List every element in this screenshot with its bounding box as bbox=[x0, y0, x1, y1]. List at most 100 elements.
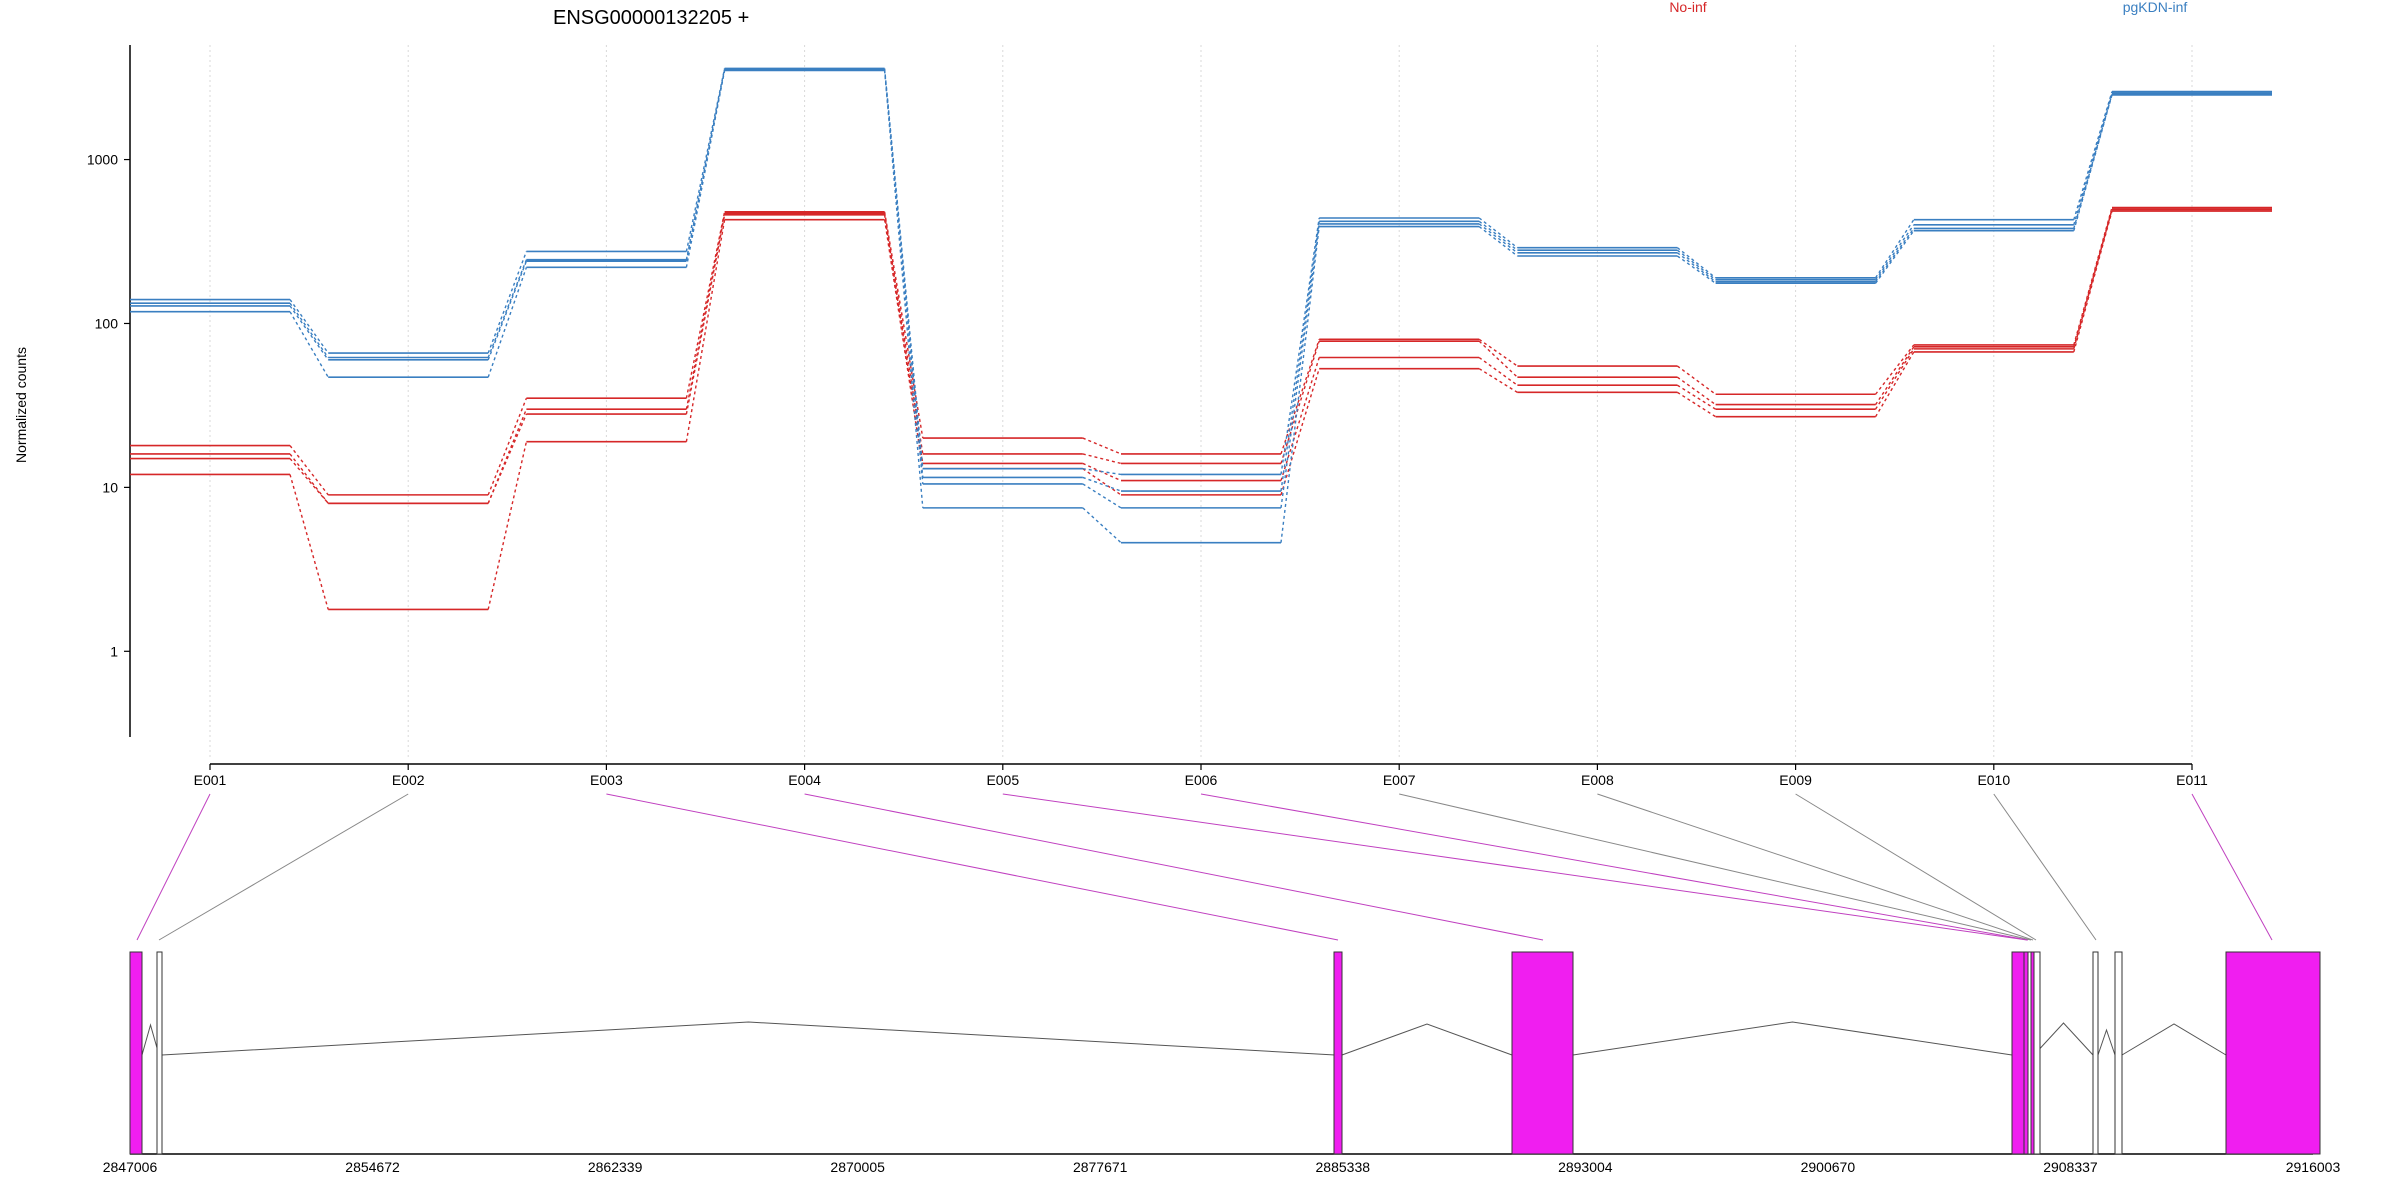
exon-block-3 bbox=[1333, 951, 1343, 1155]
x-tick-label-e007: E007 bbox=[1383, 772, 1416, 788]
series-no-inf-sample-3-join bbox=[487, 413, 528, 504]
series-no-inf-sample-3-join bbox=[685, 214, 726, 415]
series-pgkdn-inf-sample-1-join bbox=[685, 68, 726, 252]
exon-block-2 bbox=[156, 951, 163, 1155]
series-no-inf-sample-4-join bbox=[1677, 391, 1716, 418]
x-tick-label-e009: E009 bbox=[1779, 772, 1812, 788]
series-no-inf-sample-1-join bbox=[1875, 344, 1915, 395]
series-pgkdn-inf-sample-3-join bbox=[1478, 223, 1518, 254]
x-tick-label-e011: E011 bbox=[2176, 772, 2208, 788]
y-tick-label: 10 bbox=[102, 479, 118, 495]
series-pgkdn-inf-sample-3-join bbox=[1676, 252, 1717, 283]
series-lines bbox=[130, 67, 2272, 611]
series-no-inf-sample-1-join bbox=[1478, 338, 1518, 367]
exon-block-4 bbox=[1511, 951, 1574, 1155]
series-pgkdn-inf-sample-1-join bbox=[2073, 91, 2113, 220]
series-no-inf-sample-2-join bbox=[1875, 346, 1915, 405]
series-pgkdn-inf-sample-4-join bbox=[1478, 226, 1518, 257]
series-pgkdn-inf-sample-2-join bbox=[1478, 220, 1518, 251]
exon-block-11 bbox=[2225, 951, 2321, 1155]
connector-e001 bbox=[136, 793, 211, 941]
exon-block-10 bbox=[2114, 951, 2123, 1155]
series-no-inf-sample-4-join bbox=[289, 474, 329, 610]
gene-model bbox=[129, 951, 2321, 1155]
series-pgkdn-inf-sample-2-join bbox=[289, 302, 329, 358]
series-pgkdn-inf-sample-2-join bbox=[1875, 224, 1915, 281]
series-pgkdn-inf-sample-1-join bbox=[1478, 217, 1518, 249]
series-no-inf-sample-3-join bbox=[289, 458, 329, 504]
y-tick-label: 1 bbox=[110, 643, 118, 659]
series-no-inf-sample-4-join bbox=[1874, 351, 1915, 418]
exon-connectors bbox=[136, 793, 2273, 941]
series-no-inf-sample-3-join bbox=[1875, 348, 1915, 410]
intron-connector bbox=[1572, 1021, 2013, 1056]
genomic-tick-label: 2870005 bbox=[830, 1159, 885, 1175]
intron-connector bbox=[2121, 1023, 2227, 1056]
exon-block-7 bbox=[2027, 951, 2032, 1155]
connector-e003 bbox=[606, 793, 1339, 941]
x-axis: E001 E002 E003 E004 E005 E006 E007 E008 E009 E010… bbox=[194, 763, 2208, 788]
x-tick-label-e008: E008 bbox=[1581, 772, 1614, 788]
series-no-inf-sample-2-join bbox=[1478, 340, 1518, 378]
series-pgkdn-inf-sample-1-join bbox=[1082, 468, 1122, 476]
legend-pgkdn-inf: pgKDN-inf bbox=[2123, 0, 2188, 15]
series-no-inf-sample-3-join bbox=[2073, 209, 2113, 350]
series-no-inf-sample-1-join bbox=[487, 397, 528, 496]
series-no-inf-sample-4-join bbox=[1478, 368, 1518, 393]
series-pgkdn-inf-sample-1-join bbox=[1676, 247, 1717, 279]
series-no-inf-sample-3-join bbox=[1280, 357, 1320, 481]
x-tick-label-e001: E001 bbox=[194, 772, 227, 788]
connector-e002 bbox=[158, 793, 409, 941]
genomic-tick-label: 2854672 bbox=[345, 1159, 400, 1175]
legend-no-inf: No-inf bbox=[1669, 0, 1706, 15]
genomic-tick-label: 2885338 bbox=[1316, 1159, 1371, 1175]
x-tick-label-e003: E003 bbox=[590, 772, 623, 788]
series-pgkdn-inf-sample-1-join bbox=[1875, 219, 1915, 279]
series-no-inf-sample-1-join bbox=[289, 445, 329, 496]
series-pgkdn-inf-sample-3-join bbox=[289, 305, 329, 361]
series-pgkdn-inf-sample-3-join bbox=[1875, 228, 1915, 283]
series-pgkdn-inf-sample-3-join bbox=[1280, 223, 1320, 508]
series-no-inf-sample-3-join bbox=[1677, 384, 1716, 410]
x-tick-label-e002: E002 bbox=[392, 772, 425, 788]
series-no-inf-sample-4-join bbox=[1082, 468, 1122, 496]
series-no-inf-sample-1-join bbox=[1082, 437, 1122, 455]
connector-e010 bbox=[1993, 793, 2097, 941]
exon-block-9 bbox=[2092, 951, 2099, 1155]
exon-block-1 bbox=[129, 951, 143, 1155]
series-pgkdn-inf-sample-3-join bbox=[1082, 483, 1122, 509]
connector-e008 bbox=[1597, 793, 2034, 941]
genomic-tick-label: 2847006 bbox=[103, 1159, 158, 1175]
exon-block-5 bbox=[2011, 951, 2025, 1155]
series-no-inf-sample-2-join bbox=[289, 453, 329, 504]
y-axis: 1 10 100 1000 bbox=[87, 45, 131, 737]
genomic-tick-label: 2900670 bbox=[1801, 1159, 1856, 1175]
connector-e004 bbox=[804, 793, 1544, 941]
series-pgkdn-inf-sample-2-join bbox=[1676, 249, 1717, 281]
series-no-inf-sample-1-join bbox=[685, 211, 726, 399]
series-no-inf-sample-3-join bbox=[883, 214, 924, 464]
connector-e011 bbox=[2191, 793, 2273, 941]
series-pgkdn-inf-sample-2-join bbox=[1082, 476, 1122, 492]
genomic-axis-ticks: 2847006 2854672 2862339 2870005 2877671 28853… bbox=[103, 1159, 2341, 1175]
series-no-inf-sample-2-join bbox=[487, 408, 528, 504]
exon-block-8 bbox=[2033, 951, 2041, 1155]
y-tick-label: 1000 bbox=[87, 152, 118, 168]
series-no-inf-sample-4-join bbox=[487, 441, 528, 610]
y-axis-label: Normalized counts bbox=[13, 347, 29, 463]
connector-e007 bbox=[1399, 793, 2032, 941]
connector-e005 bbox=[1002, 793, 2028, 941]
series-pgkdn-inf-sample-1-join bbox=[289, 299, 329, 354]
series-pgkdn-inf-sample-4-join bbox=[289, 311, 329, 378]
series-no-inf-sample-4-join bbox=[2073, 210, 2113, 353]
series-no-inf-sample-4-join bbox=[1280, 368, 1320, 496]
series-pgkdn-inf-sample-4-join bbox=[1280, 226, 1320, 543]
intron-connector bbox=[2097, 1028, 2116, 1056]
genomic-tick-label: 2908337 bbox=[2043, 1159, 2098, 1175]
genomic-tick-label: 2862339 bbox=[588, 1159, 643, 1175]
connector-e009 bbox=[1795, 793, 2037, 941]
series-pgkdn-inf-sample-4-join bbox=[1676, 255, 1717, 284]
series-pgkdn-inf-sample-1-join bbox=[487, 251, 528, 354]
series-pgkdn-inf-sample-4-join bbox=[1082, 507, 1122, 544]
x-tick-label-e006: E006 bbox=[1185, 772, 1218, 788]
